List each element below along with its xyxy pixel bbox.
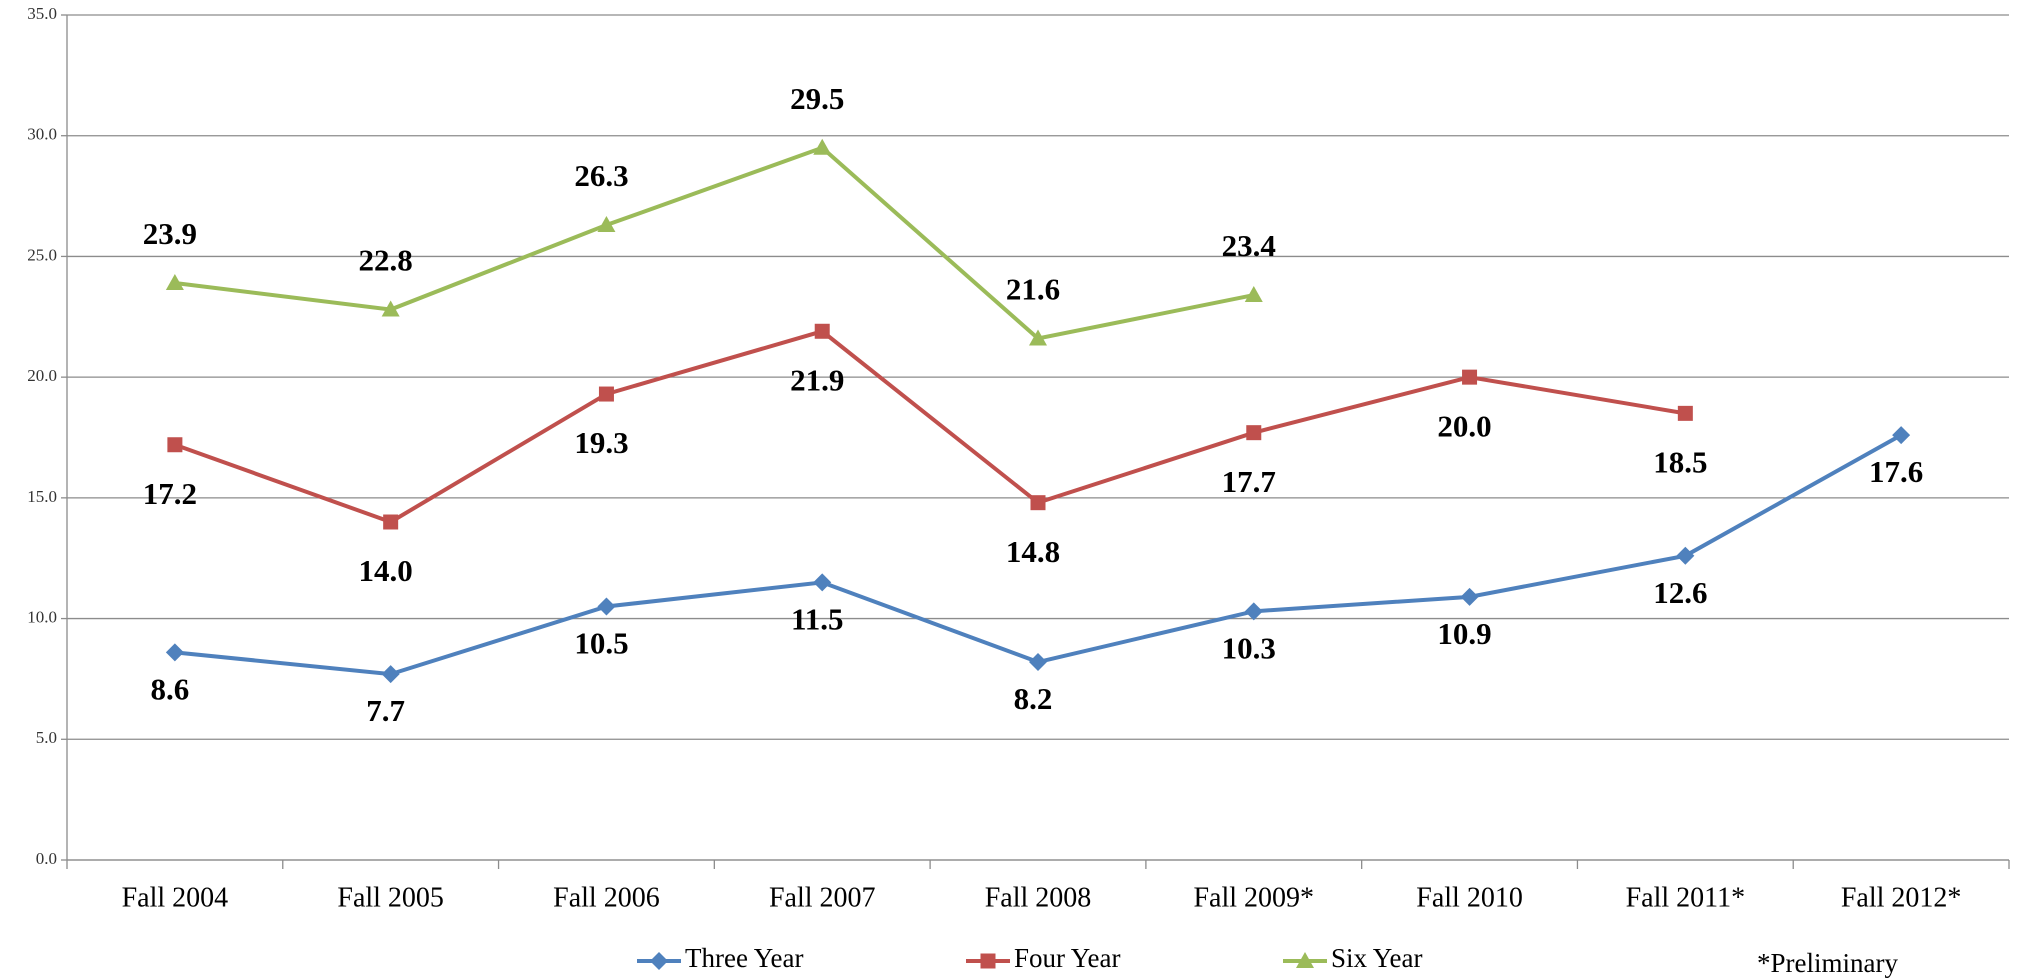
y-tick-label: 25.0 bbox=[27, 245, 57, 264]
data-label: 23.4 bbox=[1222, 228, 1276, 263]
point-marker bbox=[1677, 405, 1693, 421]
data-label: 14.8 bbox=[1006, 534, 1060, 569]
legend-marker bbox=[650, 952, 668, 970]
legend-label: Four Year bbox=[1014, 943, 1121, 973]
data-label: 23.9 bbox=[143, 216, 197, 251]
point-marker bbox=[1892, 426, 1911, 445]
data-label: 10.9 bbox=[1437, 616, 1491, 651]
point-marker bbox=[165, 273, 184, 290]
data-label: 7.7 bbox=[366, 693, 405, 728]
series-line bbox=[174, 329, 1686, 525]
legend-label: Three Year bbox=[685, 943, 803, 973]
point-marker bbox=[383, 514, 399, 530]
data-label: 17.7 bbox=[1222, 464, 1276, 499]
x-tick-label: Fall 2012* bbox=[1841, 882, 1962, 913]
data-label: 19.3 bbox=[574, 425, 628, 460]
point-marker bbox=[597, 597, 616, 616]
series-line bbox=[174, 145, 1255, 341]
data-label: 8.2 bbox=[1014, 681, 1053, 716]
point-marker bbox=[598, 386, 614, 402]
y-tick-label: 0.0 bbox=[36, 849, 57, 868]
annotation: *Preliminary bbox=[1757, 948, 1898, 978]
point-marker bbox=[1244, 602, 1263, 621]
point-marker bbox=[381, 665, 400, 684]
data-label: 10.3 bbox=[1222, 630, 1276, 665]
legend-label: Six Year bbox=[1331, 943, 1423, 973]
y-tick-label: 20.0 bbox=[27, 366, 57, 385]
data-label: 26.3 bbox=[574, 158, 628, 193]
point-marker bbox=[813, 573, 832, 592]
data-label: 11.5 bbox=[791, 601, 844, 636]
point-marker bbox=[813, 138, 832, 155]
x-tick-label: Fall 2008 bbox=[985, 882, 1092, 913]
data-label: 10.5 bbox=[574, 626, 628, 661]
point-marker bbox=[1244, 286, 1263, 303]
y-tick-label: 35.0 bbox=[27, 4, 57, 23]
data-label: 14.0 bbox=[359, 553, 413, 588]
data-label: 8.6 bbox=[151, 671, 190, 706]
point-marker bbox=[1246, 425, 1262, 441]
data-label: 18.5 bbox=[1653, 444, 1707, 479]
point-marker bbox=[381, 300, 400, 317]
legend-marker bbox=[1296, 952, 1314, 968]
point-marker bbox=[167, 437, 183, 453]
data-label: 21.6 bbox=[1006, 272, 1060, 307]
data-label: 12.6 bbox=[1653, 575, 1707, 610]
data-label: 29.5 bbox=[790, 81, 844, 116]
x-tick-label: Fall 2011* bbox=[1626, 882, 1746, 913]
data-label: 22.8 bbox=[359, 243, 413, 278]
point-marker bbox=[1029, 329, 1047, 346]
legend-marker bbox=[980, 953, 996, 969]
data-label: 17.6 bbox=[1869, 454, 1923, 489]
y-tick-label: 5.0 bbox=[36, 728, 57, 747]
point-marker bbox=[1029, 653, 1047, 672]
data-label: 20.0 bbox=[1437, 408, 1491, 443]
x-tick-label: Fall 2005 bbox=[337, 882, 444, 913]
y-tick-label: 10.0 bbox=[27, 607, 57, 626]
x-tick-label: Fall 2009* bbox=[1193, 882, 1314, 913]
data-label: 17.2 bbox=[143, 476, 197, 511]
data-label: 21.9 bbox=[790, 362, 844, 397]
point-marker bbox=[1676, 546, 1695, 565]
y-tick-label: 30.0 bbox=[27, 125, 57, 144]
point-marker bbox=[165, 643, 184, 662]
point-marker bbox=[1462, 369, 1478, 385]
point-marker bbox=[1030, 495, 1046, 511]
point-marker bbox=[597, 216, 616, 233]
x-tick-label: Fall 2004 bbox=[122, 882, 229, 913]
x-tick-label: Fall 2010 bbox=[1416, 882, 1523, 913]
point-marker bbox=[814, 323, 830, 339]
point-marker bbox=[1460, 587, 1479, 606]
x-tick-label: Fall 2006 bbox=[553, 882, 660, 913]
x-tick-label: Fall 2007 bbox=[769, 882, 876, 913]
y-tick-label: 15.0 bbox=[27, 487, 57, 506]
